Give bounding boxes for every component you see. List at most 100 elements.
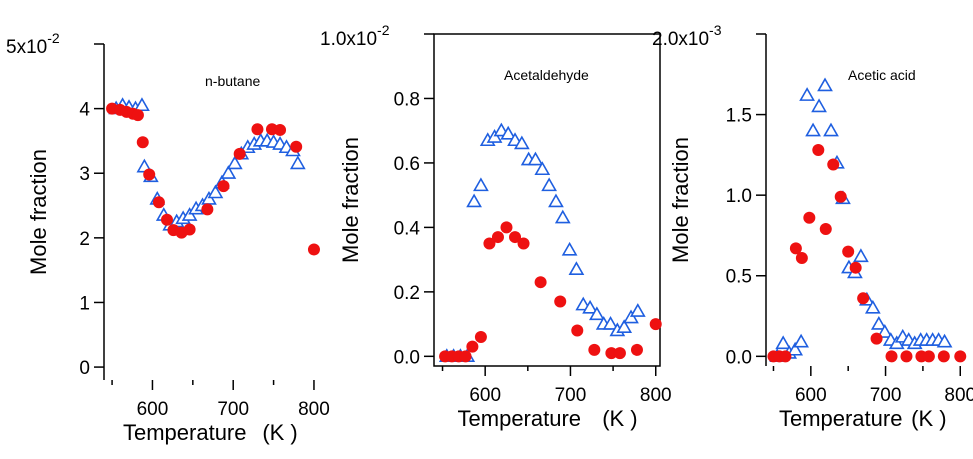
circle-point <box>233 147 246 160</box>
y-tick-label: 0.6 <box>394 154 420 175</box>
x-tick-label: 800 <box>298 399 330 420</box>
triangle-point <box>775 335 792 350</box>
y-tick-label: 0 <box>79 358 90 379</box>
triangle-point <box>805 122 821 137</box>
triangle-point <box>629 303 646 317</box>
circle-point <box>605 347 618 360</box>
triangle-point <box>473 177 489 192</box>
x-tick-label: 800 <box>640 385 672 406</box>
y-axis-title: Mole fraction <box>26 149 51 275</box>
triangle-point <box>864 299 881 314</box>
x-tick-label: 800 <box>944 385 973 406</box>
y-multiplier-label: 1.0x10-2 <box>320 22 390 50</box>
triangle-point <box>568 261 585 275</box>
circle-point <box>922 350 935 363</box>
y-multiplier-exponent: -2 <box>47 30 60 46</box>
circle-point <box>160 213 173 226</box>
triangle-point <box>582 299 598 314</box>
triangle-point <box>548 193 564 208</box>
x-axis-unit: (K ) <box>262 420 297 445</box>
triangle-point <box>554 209 571 224</box>
y-tick-label: 0.5 <box>726 267 752 288</box>
y-tick-label: 0.2 <box>394 283 420 304</box>
triangle-point <box>513 135 530 150</box>
circle-point <box>842 245 855 258</box>
triangle-point <box>527 151 544 166</box>
circle-point <box>474 330 487 343</box>
panel-title: Acetaldehyde <box>504 67 589 83</box>
triangle-point <box>134 97 150 112</box>
triangle-point <box>561 241 578 256</box>
triangle-point <box>500 125 517 140</box>
circle-point <box>849 261 862 274</box>
triangle-point <box>226 155 243 170</box>
x-tick-label: 700 <box>870 385 902 406</box>
y-axis-title: Mole fraction <box>668 137 693 263</box>
triangle-point <box>823 122 839 137</box>
y-multiplier-label: 5x10-2 <box>6 30 60 58</box>
circle-point <box>795 252 808 265</box>
triangle-point <box>289 155 306 170</box>
circle-point <box>274 123 287 136</box>
circle-point <box>937 350 950 363</box>
chart-panel-1: 0 1 2 3 4 5x10-2 600 700 800 Mole fraction Tempera… <box>6 30 330 445</box>
circle-point <box>812 144 825 157</box>
triangle-point <box>220 165 237 179</box>
triangle-point <box>787 341 804 356</box>
circle-point <box>152 196 165 209</box>
y-tick-label: 0.0 <box>726 347 752 368</box>
y-tick-label: 1 <box>79 293 90 314</box>
triangle-point <box>936 333 953 348</box>
circle-point <box>649 318 662 331</box>
y-tick-label: 2 <box>79 229 90 250</box>
x-tick-label: 600 <box>795 385 827 406</box>
triangle-point <box>870 315 887 330</box>
circle-point <box>571 324 584 337</box>
plot-frame <box>433 33 661 367</box>
circle-point <box>290 140 303 153</box>
triangle-point <box>793 333 809 348</box>
circle-point <box>491 231 504 244</box>
triangle-point <box>602 315 619 330</box>
y-multiplier-exponent: -3 <box>709 22 722 38</box>
chart-panel-3: 0.0 0.5 1.0 1.5 2.0x10-3 600 700 800 Mole fracti… <box>652 22 973 431</box>
circle-point <box>483 237 496 250</box>
y-tick-label: 3 <box>79 164 90 185</box>
y-tick-label: 1.0 <box>726 186 752 207</box>
triangle-point <box>589 306 605 321</box>
y-tick-label: 0.0 <box>394 347 420 368</box>
circle-point <box>954 350 967 363</box>
y-multiplier-exponent: -2 <box>377 22 390 38</box>
triangle-point <box>817 77 833 92</box>
circle-point <box>630 343 643 356</box>
panel-title: Acetic acid <box>848 67 916 83</box>
triangle-point <box>616 319 633 333</box>
x-axis-unit: (K ) <box>911 406 946 431</box>
chart-panel-2: 0.0 0.2 0.4 0.6 0.8 1.0x10-2 600 700 800 Mole fra… <box>320 22 672 431</box>
circle-point <box>251 123 264 136</box>
circle-point <box>885 350 898 363</box>
x-axis-unit: (K ) <box>602 406 637 431</box>
triangle-point <box>853 248 869 263</box>
triangle-point <box>799 87 815 101</box>
circle-point <box>466 340 479 353</box>
panel-title: n-butane <box>205 73 260 89</box>
circle-point <box>827 158 840 171</box>
y-tick-label: 0.4 <box>394 218 421 239</box>
y-multiplier-label: 2.0x10-3 <box>652 22 722 50</box>
circle-point <box>217 180 230 193</box>
circle-point <box>307 243 320 256</box>
circle-point <box>143 168 156 181</box>
triangle-point <box>466 193 482 208</box>
circle-point <box>131 109 144 122</box>
x-tick-label: 600 <box>137 399 169 420</box>
circle-point <box>834 190 847 203</box>
circle-point <box>789 242 802 255</box>
triangle-point <box>541 177 558 192</box>
circle-point <box>183 223 196 236</box>
x-tick-label: 700 <box>217 399 249 420</box>
circle-point <box>819 223 832 236</box>
circle-point <box>779 350 792 363</box>
circle-point <box>613 347 626 360</box>
